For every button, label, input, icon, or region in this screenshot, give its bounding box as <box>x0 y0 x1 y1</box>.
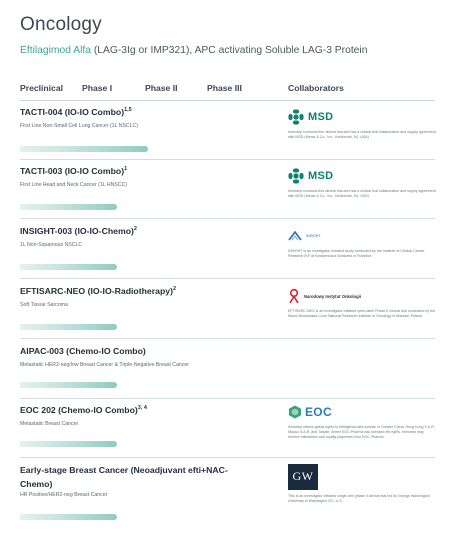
trial-row[interactable]: TACTI-003 (IO-IO Combo)1 First Line Head… <box>20 166 438 219</box>
trial-indication: First Line Head and Neck Cancer (1L HNSC… <box>20 182 128 188</box>
trial-indication: Metastatic Breast Cancer <box>20 421 79 427</box>
row-divider <box>20 457 435 458</box>
collaborator-note: This is an investigator initiated single… <box>288 494 430 503</box>
page-subtitle: Eftilagimod Alfa (LAG-3Ig or IMP321), AP… <box>20 45 367 56</box>
trial-row[interactable]: TACTI-004 (IO-IO Combo)1,5 First Line No… <box>20 107 438 160</box>
progress-bar <box>20 441 252 447</box>
progress-bar <box>20 324 252 330</box>
progress-bar <box>20 514 252 520</box>
trial-name: INSIGHT-003 (IO-IO-Chemo)2 <box>20 226 137 236</box>
trial-indication: Metastatic HER2-neg/low Breast Cancer & … <box>20 362 189 368</box>
trial-name: Early-stage Breast Cancer (Neoadjuvant e… <box>20 465 228 489</box>
msd-logo-text: MSD <box>308 111 334 123</box>
drug-description: (LAG-3Ig or IMP321), APC activating Solu… <box>90 45 368 56</box>
collaborator-note: EFTISARC-NEO is an investigator-initiate… <box>288 309 436 318</box>
row-divider <box>20 218 435 219</box>
trial-name: TACTI-004 (IO-IO Combo)1,5 <box>20 107 132 117</box>
col-phase-2: Phase II <box>145 83 178 93</box>
collaborator-note: INSIGHT is an investigator initiated stu… <box>288 249 425 258</box>
col-phase-3: Phase III <box>207 83 242 93</box>
progress-fill <box>20 382 118 388</box>
collaborator: MSD Immutep conducts this clinical trial… <box>288 108 438 140</box>
collaborator: Narodowy Instytut Onkologii EFTISARC-NEO… <box>288 287 438 319</box>
progress-fill <box>20 146 148 152</box>
trial-row[interactable]: AIPAC-003 (Chemo-IO Combo) Metastatic HE… <box>20 346 435 399</box>
gw-logo-text: GW <box>288 463 318 490</box>
nio-logo-icon: Narodowy Instytut Onkologii <box>288 287 438 305</box>
progress-bar <box>20 146 252 152</box>
collaborator-note: Immutep conducts this clinical trial and… <box>288 189 436 198</box>
trial-name: EOC 202 (Chemo-IO Combo)3, 4 <box>20 405 147 415</box>
progress-fill <box>20 514 118 520</box>
trial-name: AIPAC-003 (Chemo-IO Combo) <box>20 346 146 356</box>
collaborator: INSIGHT INSIGHT is an investigator initi… <box>288 227 438 259</box>
col-phase-1: Phase I <box>82 83 113 93</box>
nio-logo-text: Narodowy Instytut Onkologii <box>304 293 361 299</box>
row-divider <box>20 159 435 160</box>
gw-logo-icon: GW <box>288 463 438 490</box>
col-preclinical: Preclinical <box>20 83 63 93</box>
trial-indication: First Line Non-Small Cell Lung Cancer (1… <box>20 123 139 129</box>
trial-row[interactable]: INSIGHT-003 (IO-IO-Chemo)2 1L Non-Squamo… <box>20 226 435 279</box>
msd-logo-text: MSD <box>308 170 334 182</box>
collaborator-note: Immutep conducts this clinical trial and… <box>288 130 436 139</box>
msd-logo-icon: MSD <box>288 108 438 126</box>
eoc-logo-text: EOC <box>305 405 332 419</box>
trial-indication: HR Positive/HER2-neg Breast Cancer <box>20 492 108 498</box>
collaborator: GW This is an investigator initiated sin… <box>288 463 438 504</box>
collaborator: EOC Immutep retains global rights to eft… <box>288 403 438 440</box>
progress-fill <box>20 264 118 270</box>
progress-bar <box>20 382 252 388</box>
trial-row[interactable]: Early-stage Breast Cancer (Neoadjuvant e… <box>20 463 438 526</box>
col-collaborators: Collaborators <box>288 83 344 93</box>
collaborator-note: Immutep retains global rights to eftilag… <box>288 425 435 439</box>
progress-bar <box>20 204 252 210</box>
trial-row[interactable]: EOC 202 (Chemo-IO Combo)3, 4 Metastatic … <box>20 405 435 458</box>
ikf-logo-icon: INSIGHT <box>288 227 438 245</box>
trial-name: EFTISARC-NEO (IO-IO-Radiotherapy)2 <box>20 286 177 296</box>
progress-bar <box>20 264 252 270</box>
row-divider <box>20 398 435 399</box>
progress-fill <box>20 324 118 330</box>
eoc-logo-icon: EOC <box>288 403 438 421</box>
header-divider <box>20 100 435 101</box>
trial-row[interactable]: EFTISARC-NEO (IO-IO-Radiotherapy)2 Soft … <box>20 286 435 339</box>
trial-name: TACTI-003 (IO-IO Combo)1 <box>20 166 128 176</box>
progress-fill <box>20 441 118 447</box>
drug-name: Eftilagimod Alfa <box>20 45 91 56</box>
trial-indication: 1L Non-Squamous NSCLC <box>20 242 83 248</box>
trial-indication: Soft Tissue Sarcoma <box>20 302 68 308</box>
page-title: Oncology <box>20 14 102 35</box>
ikf-logo-text: INSIGHT <box>306 234 321 238</box>
pipeline-header: Preclinical Phase I Phase II Phase III C… <box>20 83 440 97</box>
collaborator: MSD Immutep conducts this clinical trial… <box>288 167 438 199</box>
msd-logo-icon: MSD <box>288 167 438 185</box>
progress-fill <box>20 204 118 210</box>
row-divider <box>20 338 435 339</box>
row-divider <box>20 278 435 279</box>
